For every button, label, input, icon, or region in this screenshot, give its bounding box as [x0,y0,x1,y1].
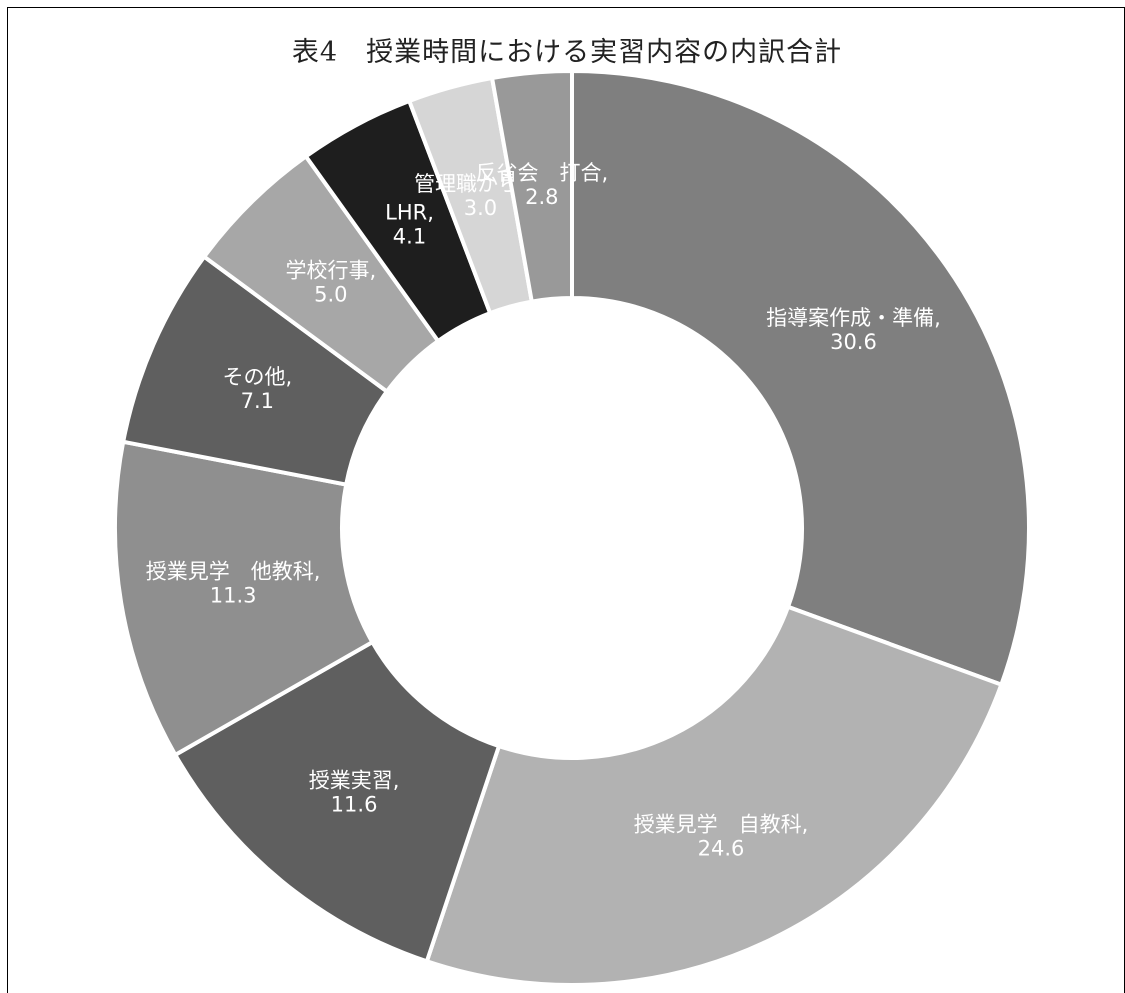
slice-value: 11.3 [210,583,257,607]
slice-value: 4.1 [393,224,426,248]
slice-value: 24.6 [698,836,745,860]
slice-label-6: 学校行事, 5.0 [285,258,376,306]
slice-name: 授業見学 他教科, [146,559,321,583]
slice-label-3: 授業実習, 11.6 [309,769,400,817]
slice-name: 学校行事, [285,258,376,282]
donut-slice-9 [489,68,574,304]
slice-value: 3.0 [464,196,497,220]
slice-value: 11.6 [331,793,378,817]
slice-name: 授業見学 自教科, [634,812,809,836]
slice-name: その他, [222,365,292,389]
slice-label-1: 指導案作成・準備, 30.6 [766,306,941,354]
donut-slice-1 [570,68,1031,688]
slice-value: 5.0 [314,282,347,306]
slice-name: 反省会 打合, [476,161,609,185]
chart-title: 表4 授業時間における実習内容の内訳合計 [291,37,843,68]
slice-label-4: 授業見学 他教科, 11.3 [146,559,321,607]
donut-slice-2 [424,604,1004,987]
slice-name: LHR, [385,200,434,224]
slice-name: 授業実習, [309,769,400,793]
slice-name: 指導案作成・準備, [766,306,941,330]
slice-label-5: その他, 7.1 [222,365,292,413]
slice-label-2: 授業見学 自教科, 24.6 [634,812,809,860]
slice-label-9: 反省会 打合, 2.8 [476,161,609,209]
slice-value: 2.8 [525,185,558,209]
slice-value: 7.1 [241,389,274,413]
donut-slice-4 [113,439,376,758]
donut-slice-3 [172,639,502,964]
slice-value: 30.6 [830,330,877,354]
slice-label-7: LHR, 4.1 [385,200,434,248]
